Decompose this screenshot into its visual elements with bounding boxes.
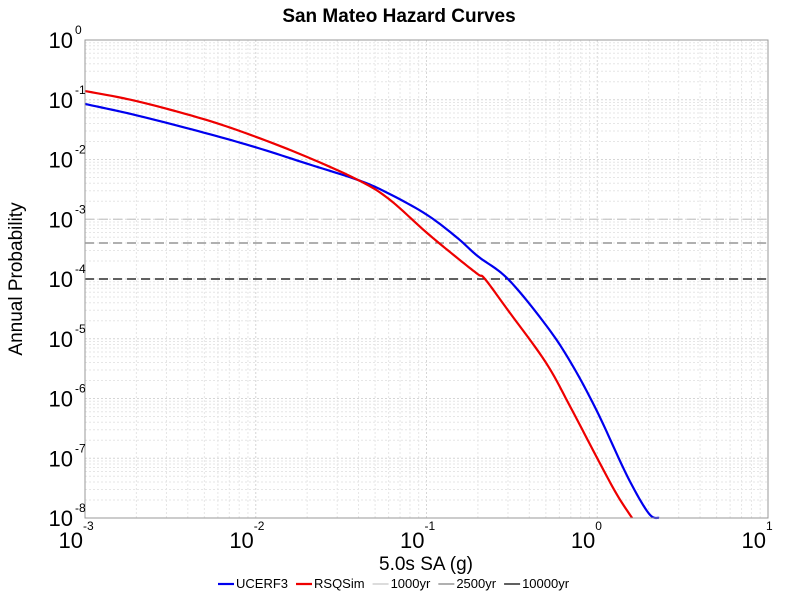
series-lines — [84, 89, 660, 520]
svg-text:10: 10 — [571, 528, 595, 553]
svg-text:1: 1 — [766, 519, 773, 533]
svg-text:10: 10 — [49, 28, 73, 53]
legend-label: 2500yr — [456, 576, 496, 591]
svg-text:-1: -1 — [75, 83, 86, 97]
svg-text:-5: -5 — [75, 322, 86, 336]
y-tick-label: 10 -7 — [49, 441, 86, 471]
plot-frame — [84, 39, 769, 519]
svg-text:-2: -2 — [254, 519, 265, 533]
svg-text:10: 10 — [49, 506, 73, 531]
chart-title: San Mateo Hazard Curves — [282, 6, 515, 27]
svg-text:10: 10 — [49, 327, 73, 352]
svg-text:0: 0 — [75, 23, 82, 37]
y-tick-label: 10 -1 — [49, 83, 86, 113]
y-tick-label: 10 0 — [49, 23, 82, 53]
svg-text:10: 10 — [49, 148, 73, 173]
legend-label: 1000yr — [391, 576, 431, 591]
svg-text:10: 10 — [742, 528, 766, 553]
legend-label: RSQSim — [314, 576, 365, 591]
svg-text:-1: -1 — [425, 519, 436, 533]
y-tick-label: 10 -3 — [49, 202, 86, 232]
x-tick-label: 10-2 — [229, 519, 264, 553]
svg-text:10: 10 — [49, 387, 73, 412]
svg-text:-6: -6 — [75, 382, 86, 396]
series-line-rsqsim — [84, 89, 634, 519]
svg-text:10: 10 — [229, 528, 253, 553]
legend-label: UCERF3 — [236, 576, 288, 591]
y-axis-label: Annual Probability — [6, 202, 27, 356]
legend-item-10000yr: 10000yr — [504, 576, 570, 591]
svg-text:-3: -3 — [83, 519, 94, 533]
svg-text:10: 10 — [49, 267, 73, 292]
x-tick-label: 10-1 — [400, 519, 435, 553]
y-tick-label: 10 -2 — [49, 143, 86, 173]
legend-item-rsqsim: RSQSim — [296, 576, 365, 591]
svg-text:-7: -7 — [75, 441, 86, 455]
svg-text:0: 0 — [595, 519, 602, 533]
svg-text:10: 10 — [49, 446, 73, 471]
y-tick-label: 10 -4 — [49, 262, 86, 292]
svg-text:-8: -8 — [75, 501, 86, 515]
reference-lines — [85, 218, 768, 280]
x-tick-label: 101 — [742, 519, 773, 553]
legend-item-2500yr: 2500yr — [438, 576, 497, 591]
y-tick-label: 10 -8 — [49, 501, 86, 531]
y-tick-label: 10 -5 — [49, 322, 86, 352]
grid — [84, 40, 768, 519]
x-tick-label: 100 — [571, 519, 602, 553]
legend-label: 10000yr — [522, 576, 570, 591]
svg-text:-3: -3 — [75, 202, 86, 216]
svg-text:10: 10 — [400, 528, 424, 553]
legend: UCERF3 RSQSim 1000yr 2500yr 10000yr — [218, 576, 570, 591]
x-tick-label: 10-3 — [59, 519, 94, 553]
legend-item-ucerf3: UCERF3 — [218, 576, 288, 591]
y-tick-label: 10 -6 — [49, 382, 86, 412]
series-line-ucerf3 — [84, 102, 660, 520]
svg-text:-2: -2 — [75, 143, 86, 157]
x-axis-label: 5.0s SA (g) — [379, 554, 473, 575]
svg-text:10: 10 — [59, 528, 83, 553]
svg-text:10: 10 — [49, 88, 73, 113]
svg-text:-4: -4 — [75, 262, 86, 276]
svg-text:10: 10 — [49, 207, 73, 232]
legend-item-1000yr: 1000yr — [372, 576, 431, 591]
